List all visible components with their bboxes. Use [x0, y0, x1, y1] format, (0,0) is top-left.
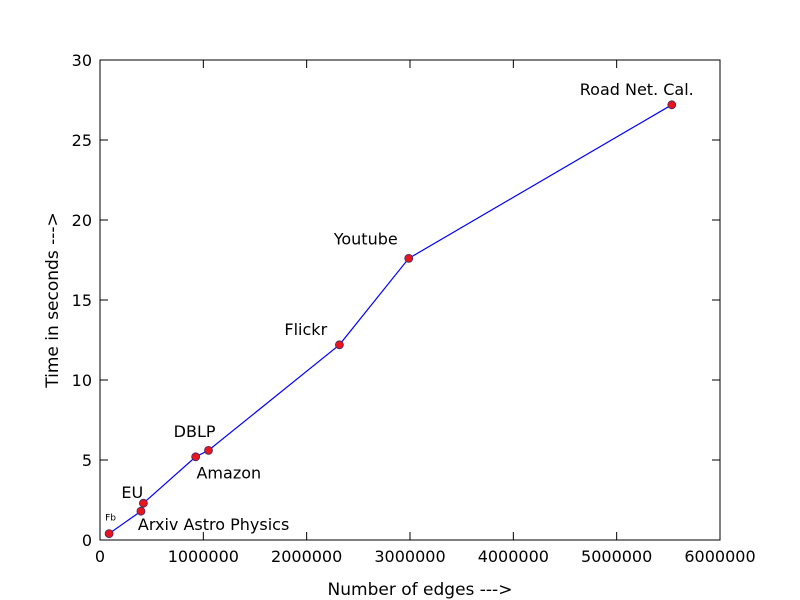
x-tick-label: 1000000 — [168, 547, 239, 566]
data-point-label: Road Net. Cal. — [580, 80, 694, 99]
x-tick-label: 5000000 — [581, 547, 652, 566]
x-tick-label: 6000000 — [684, 547, 755, 566]
x-tick-label: 4000000 — [478, 547, 549, 566]
x-tick-label: 3000000 — [374, 547, 445, 566]
x-tick-label: 2000000 — [271, 547, 342, 566]
y-tick-label: 25 — [72, 131, 92, 150]
x-axis-label: Number of edges ---> — [328, 580, 513, 600]
data-point-label: DBLP — [174, 422, 216, 441]
y-axis-label: Time in seconds ---> — [43, 212, 63, 388]
ticks-layer: 0 1000000 2000000 3000000 4000000 5000000 6000… — [72, 51, 756, 566]
plot-area — [99, 59, 721, 541]
data-point-label: Fb — [105, 514, 116, 524]
y-tick-label: 0 — [82, 531, 92, 550]
data-point-label: Flickr — [284, 320, 327, 339]
data-point-label: EU — [121, 483, 143, 502]
y-tick-label: 20 — [72, 211, 92, 230]
y-tick-label: 10 — [72, 371, 92, 390]
data-point-label: Arxiv Astro Physics — [138, 515, 289, 534]
data-point — [667, 100, 677, 110]
data-point — [136, 506, 146, 516]
data-point — [335, 340, 344, 350]
data-point — [404, 253, 414, 263]
data-point — [204, 445, 213, 455]
data-point — [139, 498, 148, 508]
markers-layer — [104, 100, 677, 538]
y-tick-label: 30 — [72, 51, 92, 70]
data-point-label: Amazon — [196, 463, 261, 482]
x-tick-label: 0 — [95, 547, 105, 566]
data-point — [191, 452, 201, 462]
data-point-label: Youtube — [333, 229, 398, 248]
data-point — [104, 529, 114, 538]
y-tick-label: 15 — [72, 291, 92, 310]
y-tick-label: 5 — [82, 451, 92, 470]
labels-layer: Fb Arxiv Astro Physics EU DBLP Amazon Flickr Y… — [105, 80, 694, 534]
